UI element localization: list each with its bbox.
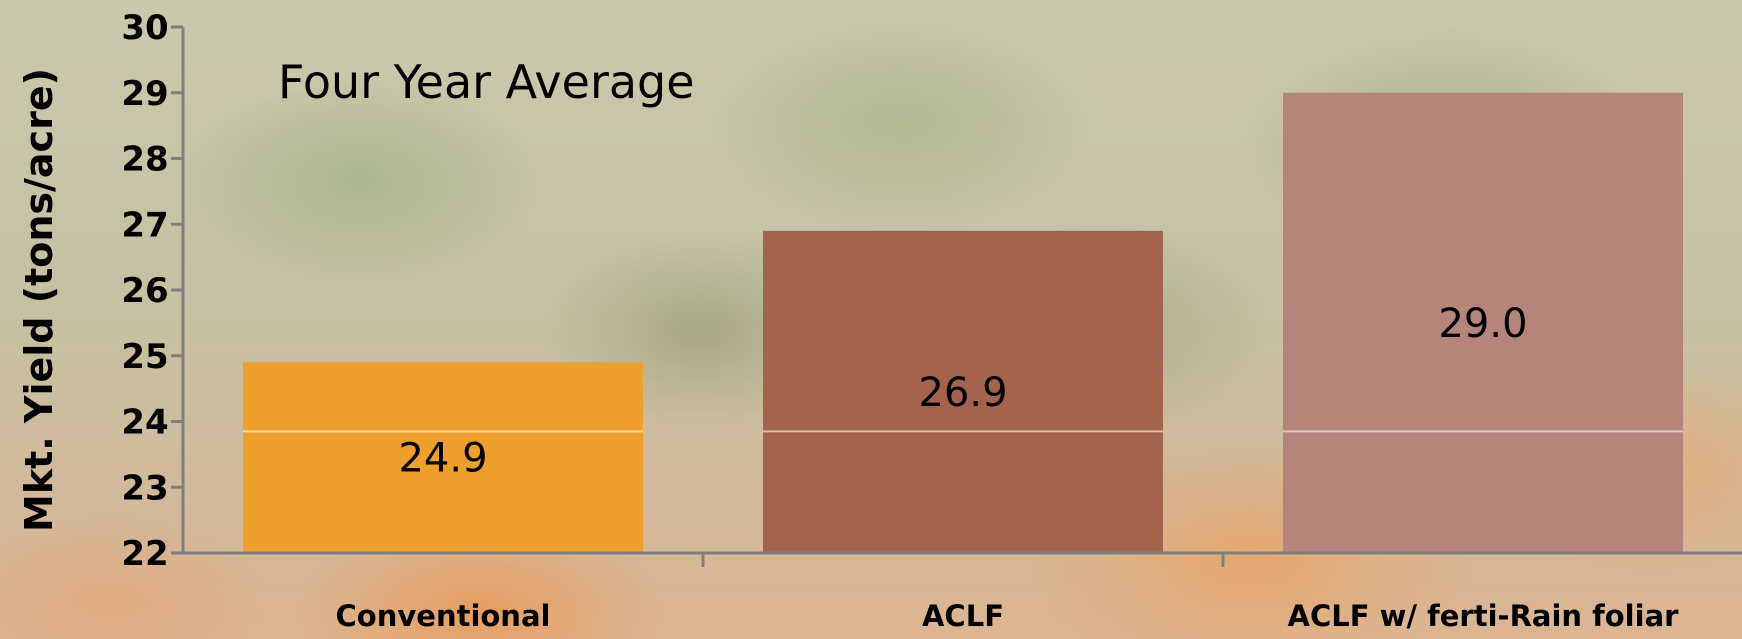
bar-1 [243,362,643,553]
axes-group [171,25,1742,567]
category-label-2: ACLF [922,599,1004,633]
bar-3 [1283,92,1683,553]
bar-highlight-3 [1283,430,1683,433]
y-tick-label-26: 26 [121,271,168,311]
data-label-2: 26.9 [918,370,1007,416]
data-label-3: 29.0 [1438,301,1527,347]
bar-2 [763,230,1163,553]
y-tick-label-29: 29 [121,74,168,114]
y-axis-title: Mkt. Yield (tons/acre) [17,68,61,532]
labels-group: 24.9 Conventional 26.9 ACLF 29.0 ACLF w/ fert… [121,8,1679,633]
y-tick-label-28: 28 [121,140,168,180]
category-label-3: ACLF w/ ferti-Rain foliar [1288,599,1680,633]
y-tick-label-23: 23 [121,468,168,508]
data-label-1: 24.9 [398,436,487,482]
bar-highlight-2 [763,430,1163,433]
chart-title: Four Year Average [278,55,695,109]
y-tick-label-30: 30 [121,8,168,48]
y-tick-label-24: 24 [121,403,168,443]
y-tick-label-22: 22 [121,534,168,574]
y-tick-label-27: 27 [121,205,168,245]
bar-highlight-1 [243,430,643,433]
bars-group [243,92,1683,553]
category-label-1: Conventional [336,599,551,633]
y-tick-label-25: 25 [121,337,168,377]
